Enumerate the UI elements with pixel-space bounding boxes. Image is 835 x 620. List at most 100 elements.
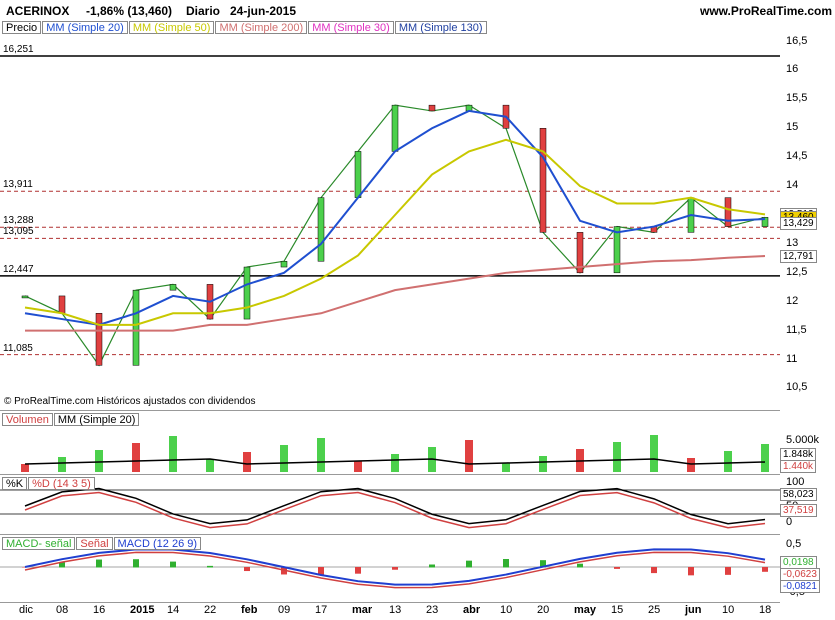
x-tick-label: dic bbox=[19, 604, 34, 616]
x-tick-label: 10 bbox=[722, 604, 735, 616]
stoch-legend-k: %K bbox=[2, 477, 28, 490]
macd-legend-hist: MACD- señal bbox=[2, 537, 76, 550]
price-tick: 14 bbox=[786, 179, 799, 192]
volume-axis: 5.000k 1.848k 1.440k bbox=[780, 412, 835, 474]
macd-axis: 0,5 0 -0,5 0,0198 -0,0623 -0,0821 bbox=[780, 536, 835, 602]
volume-bar bbox=[724, 451, 732, 472]
stoch-d-line bbox=[24, 491, 766, 529]
stoch-tick: 100 bbox=[786, 476, 805, 488]
macd-bar bbox=[725, 567, 731, 575]
level-label: 13,095 bbox=[3, 226, 34, 238]
x-tick-label: 22 bbox=[204, 604, 217, 616]
price-legend-item: MM (Simple 130) bbox=[394, 21, 487, 34]
macd-legend-signal: Señal bbox=[76, 537, 113, 550]
macd-bar bbox=[392, 567, 398, 570]
volume-bar bbox=[391, 454, 399, 472]
price-legend-item: MM (Simple 50) bbox=[128, 21, 215, 34]
candle bbox=[21, 295, 29, 299]
macd-bar bbox=[540, 560, 546, 568]
copyright: © ProRealTime.com Históricos ajustados c… bbox=[4, 396, 256, 407]
volume-bar bbox=[539, 456, 547, 472]
period: Diario bbox=[186, 4, 221, 18]
price-tick: 14,5 bbox=[786, 150, 808, 163]
price-tick: 11 bbox=[786, 352, 798, 365]
candle bbox=[169, 284, 177, 291]
stoch-legend-d: %D (14 3 5) bbox=[28, 477, 95, 490]
macd-bar bbox=[133, 559, 139, 568]
price-legend-item: MM (Simple 30) bbox=[308, 21, 394, 34]
volume-bar bbox=[317, 438, 325, 472]
candle bbox=[539, 128, 547, 233]
candle bbox=[576, 232, 584, 274]
volume-bar bbox=[761, 444, 769, 472]
x-tick-label: may bbox=[574, 604, 597, 616]
volume-bar bbox=[132, 443, 140, 472]
chart-header: ACERINOX -1,86% (13,460) Diario 24-jun-2… bbox=[0, 0, 835, 20]
price-tick: 12 bbox=[786, 294, 799, 307]
x-tick-label: 15 bbox=[611, 604, 624, 616]
macd-tag: -0,0821 bbox=[780, 580, 820, 593]
candle bbox=[761, 217, 769, 227]
macd-bar bbox=[688, 567, 694, 576]
x-tick-label: 09 bbox=[278, 604, 291, 616]
volume-bar bbox=[354, 461, 362, 472]
volume-legend-mm: MM (Simple 20) bbox=[53, 413, 140, 426]
x-tick-label: 16 bbox=[93, 604, 106, 616]
macd-tick: 0,5 bbox=[786, 538, 802, 550]
candle bbox=[280, 261, 288, 268]
price-tag: 13,429 bbox=[780, 217, 817, 231]
price-tick: 15 bbox=[786, 121, 799, 134]
macd-bar bbox=[318, 567, 324, 576]
candle bbox=[428, 104, 436, 112]
stoch-tick: 0 bbox=[786, 516, 793, 528]
site-url[interactable]: www.ProRealTime.com bbox=[700, 4, 833, 18]
x-tick-label: 14 bbox=[167, 604, 180, 616]
volume-bar bbox=[502, 463, 510, 472]
stoch-tag: 37,519 bbox=[780, 504, 817, 517]
stoch-tag: 58,023 bbox=[780, 488, 817, 501]
stoch-chart bbox=[0, 487, 780, 529]
stoch-pane[interactable]: %K %D (14 3 5) bbox=[0, 476, 780, 535]
candle bbox=[243, 266, 251, 320]
price-tick: 11,5 bbox=[786, 323, 807, 336]
price-tick: 12,5 bbox=[786, 265, 808, 278]
candle bbox=[95, 313, 103, 366]
volume-ma-line bbox=[24, 458, 766, 465]
candle bbox=[724, 197, 732, 227]
date: 24-jun-2015 bbox=[230, 4, 297, 18]
price-legend: Precio MM (Simple 20) MM (Simple 50) MM (Si… bbox=[2, 21, 488, 34]
x-tick-label: 20 bbox=[537, 604, 550, 616]
price-pane[interactable]: Precio MM (Simple 20) MM (Simple 50) MM (Si… bbox=[0, 20, 780, 411]
macd-bar bbox=[466, 560, 472, 568]
candle bbox=[317, 197, 325, 262]
macd-bar bbox=[651, 567, 657, 574]
level-label: 13,288 bbox=[3, 215, 34, 227]
volume-bar bbox=[465, 440, 473, 472]
level-label: 11,085 bbox=[3, 342, 33, 354]
macd-bar bbox=[22, 567, 28, 568]
x-tick-label: 13 bbox=[389, 604, 402, 616]
series-line bbox=[25, 255, 766, 332]
macd-bar bbox=[59, 562, 65, 568]
macd-bar bbox=[355, 567, 361, 574]
macd-bar bbox=[207, 565, 213, 568]
volume-bar bbox=[169, 436, 177, 472]
macd-bar bbox=[170, 561, 176, 568]
price-tick: 13 bbox=[786, 236, 799, 249]
x-tick-label: 18 bbox=[759, 604, 772, 616]
x-tick-label: 17 bbox=[315, 604, 328, 616]
volume-legend: Volumen MM (Simple 20) bbox=[2, 413, 140, 426]
price-legend-item: Precio bbox=[2, 21, 42, 34]
price-legend-item: MM (Simple 20) bbox=[42, 21, 128, 34]
candle bbox=[58, 295, 66, 314]
volume-bar bbox=[95, 450, 103, 472]
macd-legend: MACD- señal Señal MACD (12 26 9) bbox=[2, 537, 202, 550]
price-tag: 12,791 bbox=[780, 249, 817, 263]
volume-pane[interactable]: Volumen MM (Simple 20) bbox=[0, 412, 780, 475]
level-label: 12,447 bbox=[3, 263, 34, 275]
macd-pane[interactable]: MACD- señal Señal MACD (12 26 9) bbox=[0, 536, 780, 603]
macd-bar bbox=[577, 563, 583, 568]
level-label: 13,911 bbox=[3, 179, 33, 191]
macd-bar bbox=[503, 559, 509, 568]
x-tick-label: 10 bbox=[500, 604, 513, 616]
